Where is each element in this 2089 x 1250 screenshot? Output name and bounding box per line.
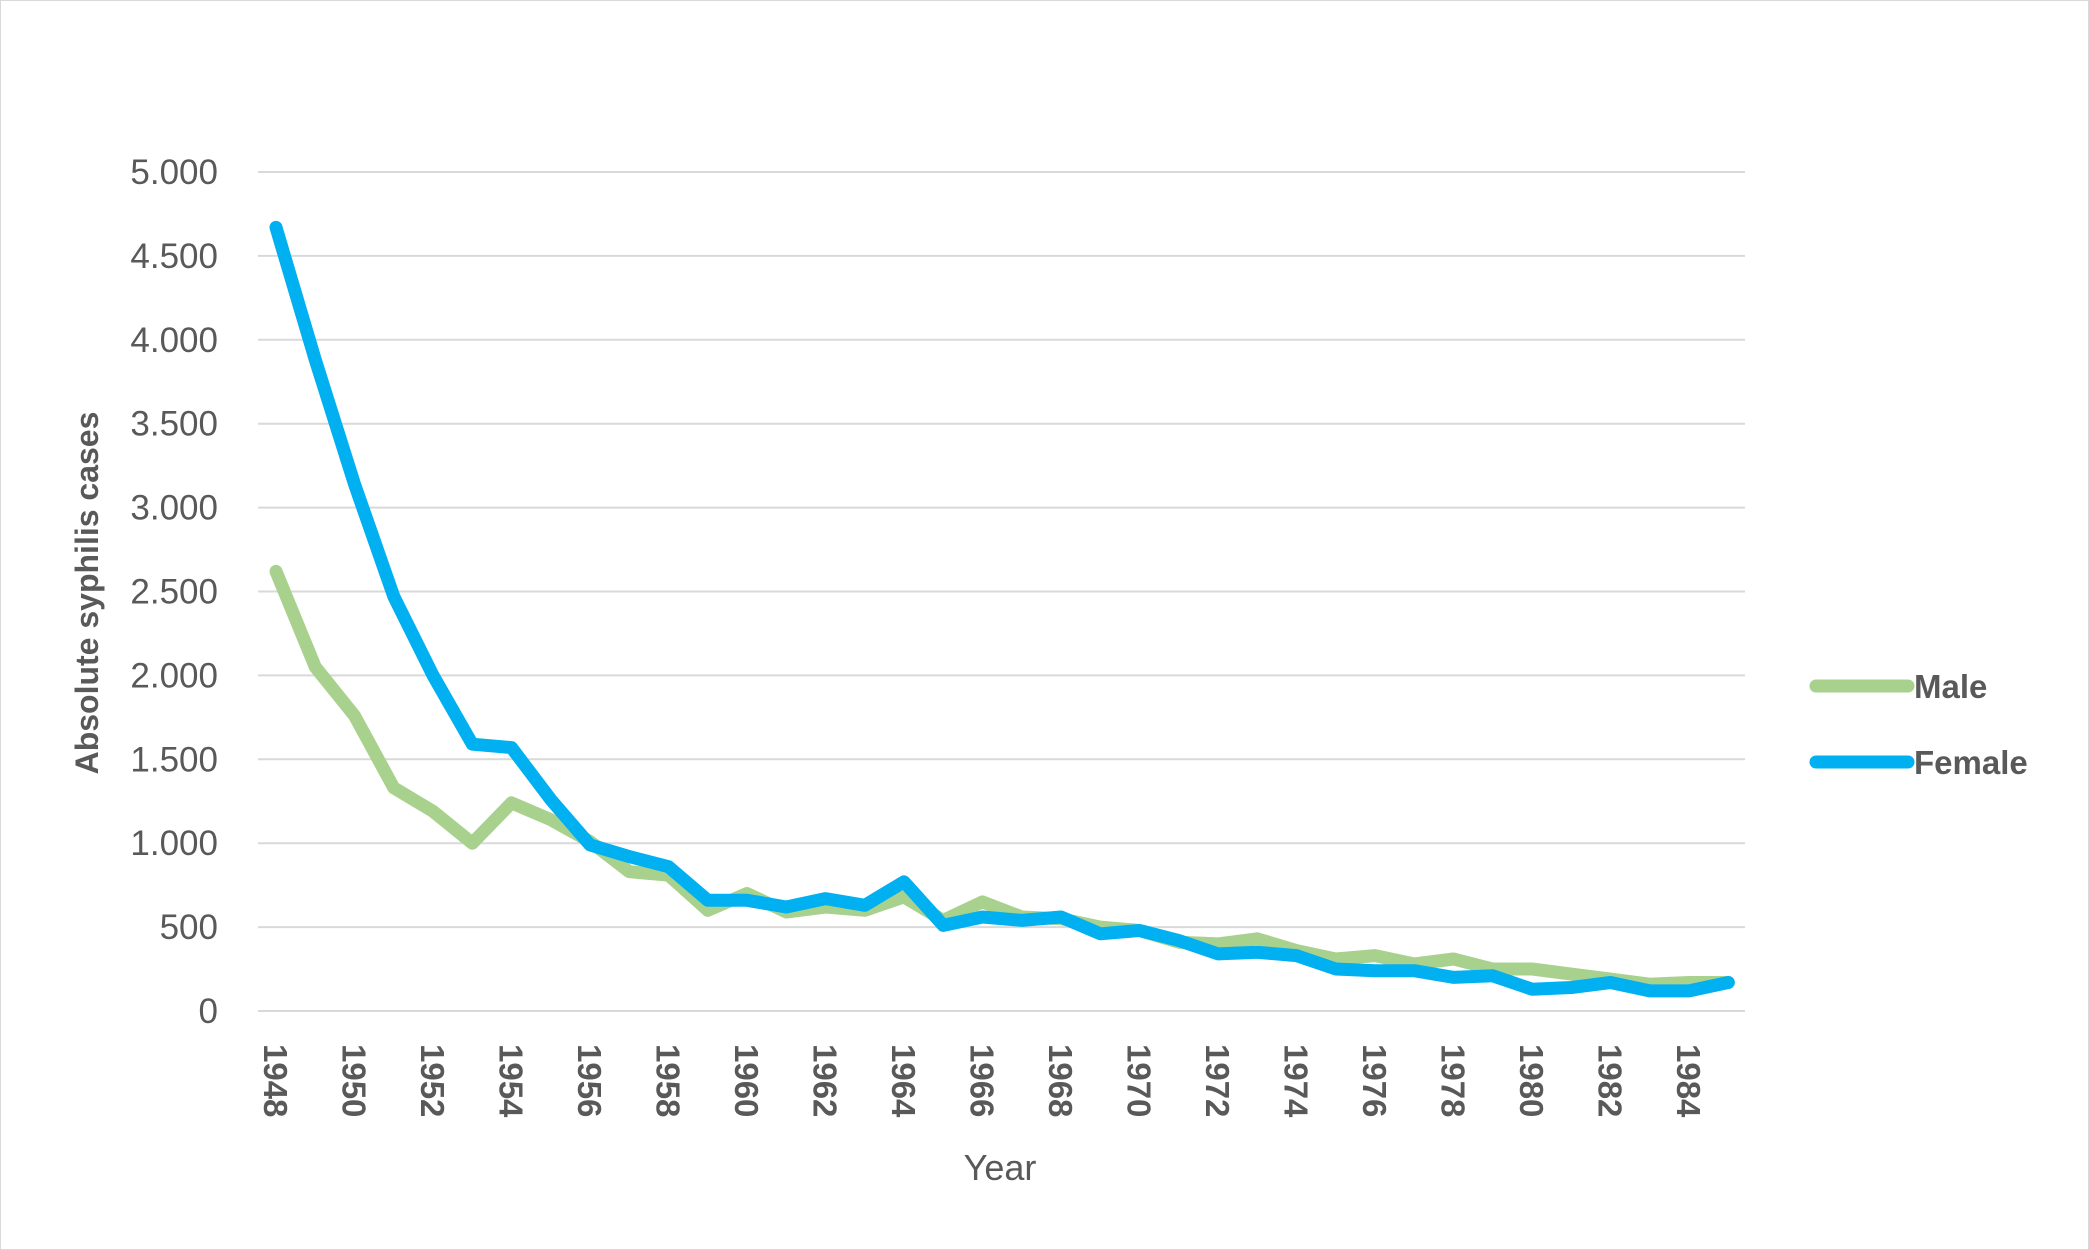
x-tick-label: 1964 (885, 1044, 922, 1118)
x-tick-label: 1970 (1121, 1044, 1158, 1117)
x-tick-label: 1976 (1356, 1044, 1393, 1117)
x-tick-label: 1972 (1199, 1044, 1236, 1117)
y-tick-label: 5.000 (130, 153, 218, 192)
y-tick-label: 3.000 (130, 489, 218, 528)
x-tick-label: 1968 (1042, 1044, 1079, 1117)
x-tick-label: 1954 (493, 1044, 530, 1118)
y-tick-label: 2.500 (130, 573, 218, 612)
x-tick-label: 1966 (964, 1044, 1001, 1117)
y-tick-label: 1.500 (130, 740, 218, 779)
y-tick-label: 3.500 (130, 405, 218, 444)
x-tick-label: 1950 (336, 1044, 373, 1117)
x-axis-title: Year (964, 1147, 1037, 1188)
y-axis-ticks: 0 500 1.000 1.500 2.000 2.500 3.000 3.500 4.000 4… (130, 153, 218, 1031)
x-tick-label: 1948 (257, 1044, 294, 1117)
legend-label-female: Female (1914, 744, 2028, 781)
x-tick-label: 1958 (650, 1044, 687, 1117)
y-tick-label: 2.000 (130, 656, 218, 695)
y-axis-title: Absolute syphilis cases (69, 412, 105, 775)
y-tick-label: 0 (199, 992, 218, 1031)
series-lines (269, 220, 1735, 998)
y-tick-label: 4.500 (130, 237, 218, 276)
legend: Male Female (1809, 668, 2028, 781)
x-tick-label: 1962 (807, 1044, 844, 1117)
x-tick-label: 1980 (1513, 1044, 1550, 1117)
legend-label-male: Male (1914, 668, 1987, 705)
x-tick-label: 1974 (1278, 1044, 1315, 1118)
x-axis-ticks: 1948 1950 1952 1954 1956 1958 1960 1962 1964 1966… (257, 1044, 1707, 1118)
x-tick-label: 1952 (414, 1044, 451, 1117)
x-tick-label: 1960 (728, 1044, 765, 1117)
gridlines (258, 171, 1745, 1012)
x-tick-label: 1978 (1435, 1044, 1472, 1117)
x-tick-label: 1982 (1592, 1044, 1629, 1117)
x-tick-label: 1956 (571, 1044, 608, 1117)
series-line-female (269, 220, 1735, 998)
x-tick-label: 1984 (1670, 1044, 1707, 1118)
y-tick-label: 4.000 (130, 321, 218, 360)
y-tick-label: 500 (160, 908, 218, 947)
series-line-male (269, 564, 1735, 991)
y-tick-label: 1.000 (130, 824, 218, 863)
